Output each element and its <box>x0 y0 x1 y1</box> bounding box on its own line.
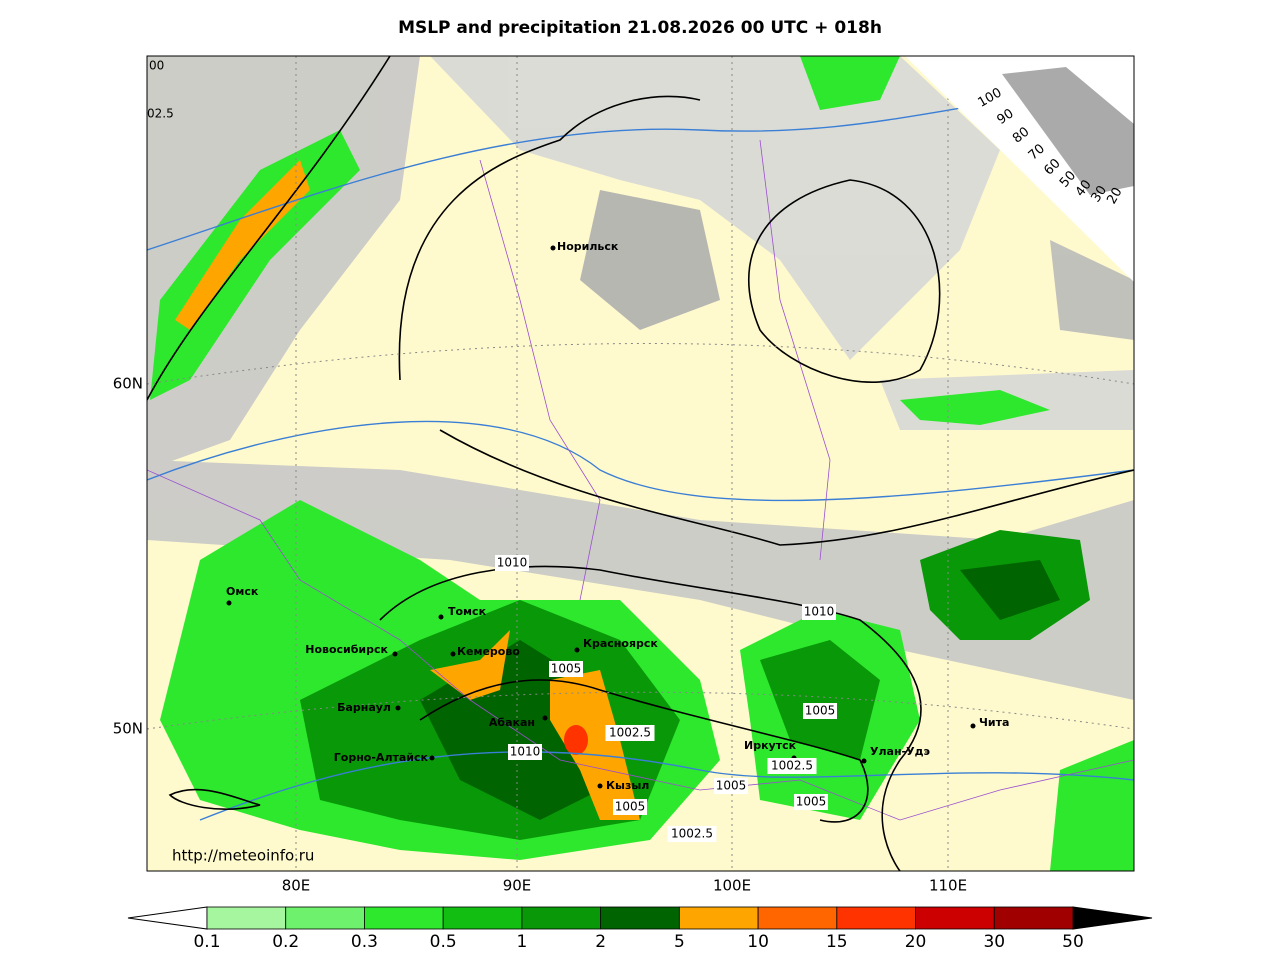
city-label: Горно-Алтайск <box>334 751 429 764</box>
isobar-label-bg <box>803 703 837 719</box>
colorbar-tick-label: 0.5 <box>430 932 457 952</box>
city-label: Иркутск <box>744 739 797 752</box>
edge-label: 00 <box>149 59 164 73</box>
isobar-label: 1005 <box>551 662 582 676</box>
city-dot <box>438 614 444 620</box>
colorbar-swatch <box>600 906 680 930</box>
isobar-label-bg <box>613 799 647 815</box>
colorbar-tick-label: 10 <box>747 932 769 952</box>
city-label: Барнаул <box>337 701 391 714</box>
city-label: Новосибирск <box>305 643 388 656</box>
title: MSLP and precipitation 21.08.2026 00 UTC… <box>398 18 882 38</box>
city-label: Улан-Удэ <box>870 745 930 758</box>
cloud-scale-wedge <box>1002 67 1134 195</box>
city-label: Томск <box>448 605 487 618</box>
colorbar-tick-label: 5 <box>674 932 685 952</box>
edge-label: 02.5 <box>147 107 174 121</box>
isobar-label-bg <box>767 758 817 774</box>
colorbar-swatch <box>993 906 1074 930</box>
y-axis-label: 60N <box>113 375 143 393</box>
labels: Норильск Омск Томск Новосибирск Кемерово Крас… <box>113 59 1153 952</box>
colorbar-tick-label: 20 <box>905 932 927 952</box>
colorbar-swatch <box>915 906 995 930</box>
city-label: Чита <box>979 716 1009 729</box>
isobar-label-bg <box>802 604 836 620</box>
city-label: Кызыл <box>606 779 649 792</box>
colorbar-swatch <box>521 906 602 930</box>
isobar-label: 1010 <box>510 745 541 759</box>
isobar-label: 1002.5 <box>609 726 651 740</box>
isobar-label-bg <box>667 826 717 842</box>
city-label: Кемерово <box>457 645 520 658</box>
isobar-label: 1002.5 <box>671 827 713 841</box>
colorbar-tick-label: 0.2 <box>272 932 299 952</box>
isobar-label: 1002.5 <box>771 759 813 773</box>
colorbar-tick-label: 15 <box>826 932 848 952</box>
city-dot <box>861 758 867 764</box>
isobar-label: 1010 <box>497 556 528 570</box>
city-label: Норильск <box>557 240 619 253</box>
map <box>147 56 1134 871</box>
city-dot <box>450 651 456 657</box>
isobar-label: 1005 <box>805 704 836 718</box>
x-axis-label: 100E <box>713 877 751 895</box>
isobar-label-bg <box>495 555 529 571</box>
y-axis-label: 50N <box>113 720 143 738</box>
colorbar-swatch <box>442 906 523 930</box>
city-dot <box>550 245 556 251</box>
x-axis-label: 110E <box>929 877 967 895</box>
map-frame <box>146 55 1135 872</box>
colorbar-tick-label: 0.1 <box>193 932 220 952</box>
isobar-label: 1005 <box>796 795 827 809</box>
borders <box>147 139 1134 821</box>
city-dot <box>429 755 435 761</box>
city-label: Омск <box>226 585 259 598</box>
colorbar-swatch <box>836 906 916 930</box>
city-label: Красноярск <box>583 637 658 650</box>
city-dot <box>542 715 548 721</box>
colorbar-swatch <box>678 906 759 930</box>
isobar-label-bg <box>794 794 828 810</box>
isobar-label: 1005 <box>716 779 747 793</box>
colorbar-swatch <box>364 906 444 930</box>
colorbar-tick-label: 30 <box>983 932 1005 952</box>
colorbar-swatch <box>285 906 365 930</box>
x-axis-label: 90E <box>503 877 532 895</box>
city-dot <box>597 783 603 789</box>
x-axis-label: 80E <box>282 877 311 895</box>
url: http://meteoinfo.ru <box>172 847 314 865</box>
colorbar-tick-label: 1 <box>516 932 527 952</box>
colorbar-start <box>127 906 208 930</box>
city-dot <box>226 600 232 606</box>
colorbar-swatch <box>757 906 838 930</box>
city-label: Абакан <box>489 716 535 729</box>
colorbar-end <box>1072 906 1153 930</box>
colorbar-tick-label: 0.3 <box>351 932 378 952</box>
cloud-scale-label: 20 <box>1104 185 1125 207</box>
isobar-label-bg <box>605 725 655 741</box>
isobar-label-bg <box>714 778 748 794</box>
isobar-label-bg <box>549 661 583 677</box>
isobar-label-bg <box>508 744 542 760</box>
isobar-label: 1010 <box>804 605 835 619</box>
city-dot <box>970 723 976 729</box>
colorbar-tick-label: 2 <box>595 932 606 952</box>
colorbar-swatch <box>206 906 287 930</box>
city-dot <box>574 647 580 653</box>
city-dot <box>392 651 398 657</box>
city-dot <box>395 705 401 711</box>
isobar-label: 1005 <box>615 800 646 814</box>
colorbar-tick-label: 50 <box>1062 932 1084 952</box>
